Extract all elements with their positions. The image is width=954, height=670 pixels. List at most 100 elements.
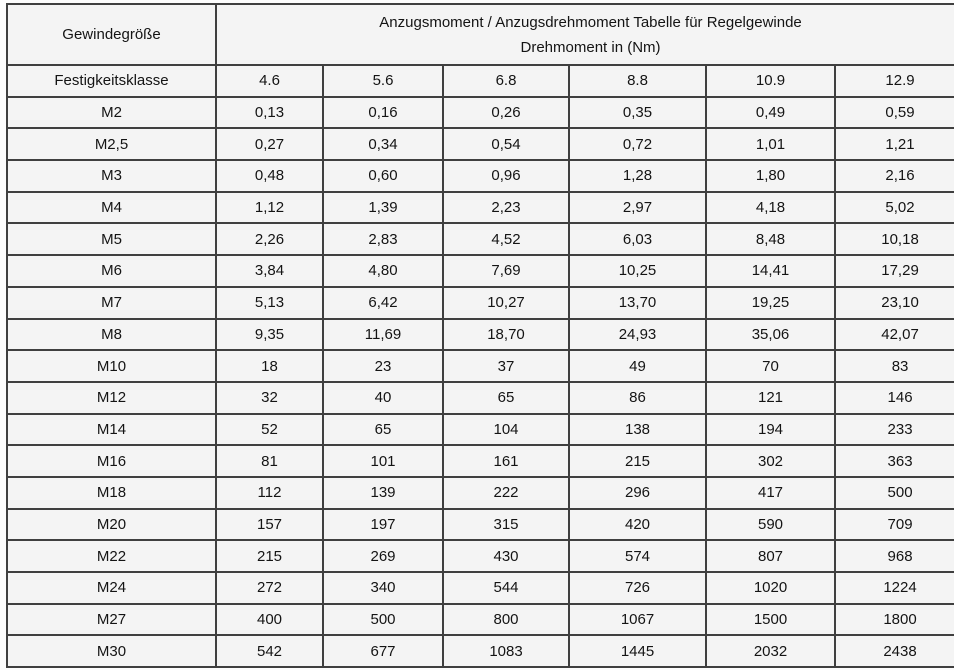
torque-value-cell: 37 [442,349,570,383]
torque-value-cell: 2,83 [322,222,444,257]
torque-value-cell: 590 [705,507,836,542]
torque-value-cell: 14,41 [705,254,836,288]
torque-value-cell: 500 [833,475,954,510]
torque-value-cell: 2,97 [568,190,707,225]
table-row: M10 18 23 37 49 70 83 [6,349,954,383]
torque-value-cell: 83 [833,349,954,383]
torque-value-cell: 23,10 [833,285,954,320]
table-title: Anzugsmoment / Anzugsdrehmoment Tabelle … [214,3,954,66]
torque-value-cell: 302 [705,444,836,478]
torque-value-cell: 0,34 [322,127,444,162]
torque-value-cell: 13,70 [568,285,707,320]
strength-class-row: Festigkeitsklasse 4.6 5.6 6.8 8.8 10.9 1… [6,64,954,98]
torque-value-cell: 4,80 [322,254,444,288]
table-row: M2 0,13 0,16 0,26 0,35 0,49 0,59 [6,95,954,130]
torque-value-cell: 363 [833,444,954,478]
torque-value-cell: 65 [442,380,570,415]
torque-value-cell: 420 [568,507,707,542]
torque-value-cell: 709 [833,507,954,542]
table-row: M27 400 500 800 1067 1500 1800 [6,602,954,637]
torque-value-cell: 340 [322,571,444,605]
thread-size-cell: M2 [6,95,217,130]
torque-value-cell: 807 [705,539,836,573]
torque-value-cell: 968 [833,539,954,573]
table-row: M3 0,48 0,60 0,96 1,28 1,80 2,16 [6,159,954,193]
torque-value-cell: 417 [705,475,836,510]
thread-size-cell: M18 [6,475,217,510]
torque-value-cell: 18,70 [442,317,570,352]
torque-value-cell: 0,72 [568,127,707,162]
torque-value-cell: 104 [442,412,570,447]
torque-value-cell: 52 [215,412,324,447]
thread-size-cell: M24 [6,571,217,605]
torque-value-cell: 0,26 [442,95,570,130]
thread-size-cell: M7 [6,285,217,320]
torque-value-cell: 197 [322,507,444,542]
strength-class-value: 6.8 [442,64,570,98]
torque-value-cell: 121 [705,380,836,415]
torque-value-cell: 194 [705,412,836,447]
torque-value-cell: 296 [568,475,707,510]
torque-value-cell: 1083 [442,634,570,669]
table-row: M12 32 40 65 86 121 146 [6,380,954,415]
torque-value-cell: 6,42 [322,285,444,320]
table-row: M7 5,13 6,42 10,27 13,70 19,25 23,10 [6,285,954,320]
torque-value-cell: 222 [442,475,570,510]
thread-size-cell: M6 [6,254,217,288]
torque-value-cell: 315 [442,507,570,542]
strength-class-value: 10.9 [705,64,836,98]
torque-value-cell: 8,48 [705,222,836,257]
strength-class-value: 5.6 [322,64,444,98]
torque-value-cell: 1067 [568,602,707,637]
torque-value-cell: 0,27 [215,127,324,162]
torque-value-cell: 1445 [568,634,707,669]
torque-value-cell: 35,06 [705,317,836,352]
strength-class-value: 12.9 [833,64,954,98]
torque-value-cell: 24,93 [568,317,707,352]
table-row: M24 272 340 544 726 1020 1224 [6,571,954,605]
table-row: M4 1,12 1,39 2,23 2,97 4,18 5,02 [6,190,954,225]
torque-value-cell: 0,60 [322,159,444,193]
torque-value-cell: 726 [568,571,707,605]
torque-value-cell: 0,59 [833,95,954,130]
torque-value-cell: 32 [215,380,324,415]
torque-value-cell: 0,48 [215,159,324,193]
torque-value-cell: 11,69 [322,317,444,352]
table-row: M20 157 197 315 420 590 709 [6,507,954,542]
strength-class-value: 8.8 [568,64,707,98]
torque-value-cell: 3,84 [215,254,324,288]
torque-value-cell: 1,21 [833,127,954,162]
torque-value-cell: 7,69 [442,254,570,288]
torque-value-cell: 800 [442,602,570,637]
torque-value-cell: 1,80 [705,159,836,193]
torque-value-cell: 233 [833,412,954,447]
torque-value-cell: 161 [442,444,570,478]
torque-value-cell: 101 [322,444,444,478]
torque-value-cell: 544 [442,571,570,605]
table-row: M14 52 65 104 138 194 233 [6,412,954,447]
thread-size-cell: M22 [6,539,217,573]
table-row: M6 3,84 4,80 7,69 10,25 14,41 17,29 [6,254,954,288]
torque-value-cell: 10,25 [568,254,707,288]
torque-value-cell: 0,13 [215,95,324,130]
torque-value-cell: 215 [568,444,707,478]
torque-value-cell: 0,54 [442,127,570,162]
thread-size-cell: M2,5 [6,127,217,162]
torque-value-cell: 146 [833,380,954,415]
thread-size-cell: M14 [6,412,217,447]
torque-value-cell: 0,16 [322,95,444,130]
thread-size-cell: M3 [6,159,217,193]
torque-value-cell: 0,49 [705,95,836,130]
torque-value-cell: 542 [215,634,324,669]
torque-value-cell: 269 [322,539,444,573]
table-row: M16 81 101 161 215 302 363 [6,444,954,478]
torque-value-cell: 5,02 [833,190,954,225]
torque-value-cell: 677 [322,634,444,669]
torque-value-cell: 17,29 [833,254,954,288]
thread-size-cell: M4 [6,190,217,225]
table-row: M2,5 0,27 0,34 0,54 0,72 1,01 1,21 [6,127,954,162]
torque-value-cell: 1224 [833,571,954,605]
torque-value-cell: 0,35 [568,95,707,130]
thread-size-cell: M27 [6,602,217,637]
torque-value-cell: 400 [215,602,324,637]
